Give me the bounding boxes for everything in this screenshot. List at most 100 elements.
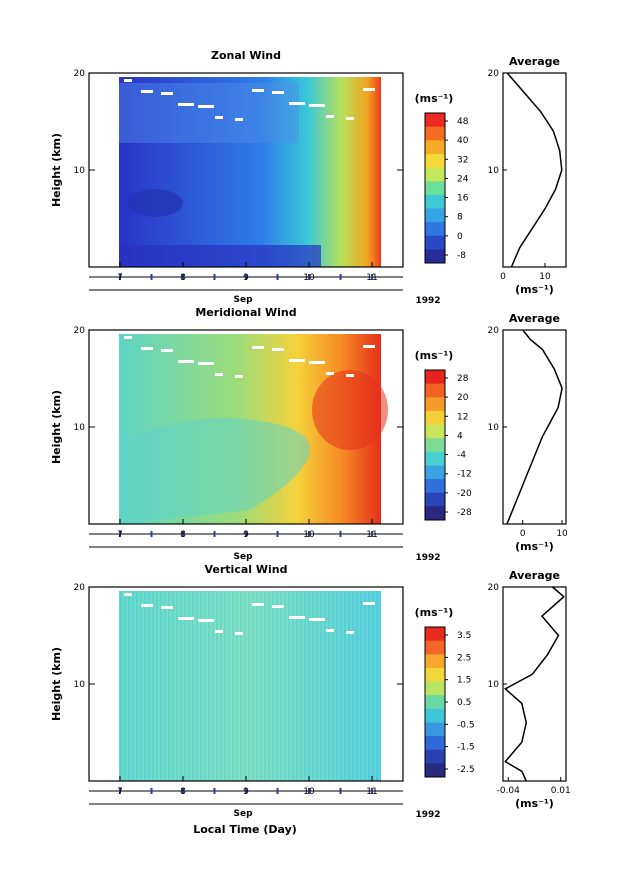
colorbar-label: 16 bbox=[457, 194, 469, 204]
panel-3: Vertical Wind 20 10 Height (km) 7 8 9 10 11 Sep 19… bbox=[50, 563, 571, 836]
panel-title: Meridional Wind bbox=[195, 306, 296, 319]
missing-data bbox=[309, 618, 325, 621]
x-axis-title: Local Time (Day) bbox=[193, 823, 297, 836]
year-label: 1992 bbox=[415, 553, 440, 563]
profile-y-tick-label: 10 bbox=[488, 680, 500, 690]
missing-data bbox=[124, 593, 132, 596]
profile-x-tick-label: 0 bbox=[520, 529, 526, 539]
colorbar-segment bbox=[425, 451, 445, 466]
profile-line bbox=[503, 586, 565, 782]
x-tick-label: 8 bbox=[180, 787, 186, 797]
missing-data bbox=[178, 617, 194, 620]
colorbar-label: 48 bbox=[457, 117, 469, 127]
colorbar-segment bbox=[425, 208, 445, 223]
colorbar-segment bbox=[425, 506, 445, 521]
colorbar-segment bbox=[425, 479, 445, 494]
colorbar-segment bbox=[425, 235, 445, 250]
profile-frame bbox=[502, 329, 567, 525]
profile-x-label: (ms⁻¹) bbox=[515, 540, 554, 553]
colorbar-label: -0.5 bbox=[457, 720, 475, 730]
colorbar-label: -4 bbox=[457, 451, 466, 461]
colorbar-frame bbox=[424, 369, 446, 521]
missing-data bbox=[346, 117, 354, 120]
x-tick-label: 7 bbox=[117, 530, 123, 540]
missing-data bbox=[363, 345, 375, 348]
profile-line bbox=[506, 329, 563, 525]
colorbar-segment bbox=[425, 140, 445, 155]
y-axis-label: Height (km) bbox=[50, 390, 63, 464]
colorbar-segment bbox=[425, 640, 445, 655]
profile-x-label: (ms⁻¹) bbox=[515, 283, 554, 296]
missing-data bbox=[346, 631, 354, 634]
missing-data bbox=[198, 105, 214, 108]
profile-y-tick-label: 20 bbox=[488, 583, 500, 593]
colorbar-unit: (ms⁻¹) bbox=[415, 349, 454, 362]
profile-y-tick-label: 20 bbox=[488, 69, 500, 79]
y-tick-label: 10 bbox=[74, 680, 86, 690]
panel-title: Zonal Wind bbox=[211, 49, 281, 62]
profile-x-tick-label: 10 bbox=[556, 529, 568, 539]
x-tick-label: 8 bbox=[180, 530, 186, 540]
x-tick-label: 11 bbox=[366, 530, 377, 540]
colorbar-segment bbox=[425, 627, 445, 642]
colorbar-unit: (ms⁻¹) bbox=[415, 92, 454, 105]
missing-data bbox=[289, 102, 305, 105]
field-band bbox=[119, 417, 311, 524]
colorbar-segment bbox=[425, 465, 445, 480]
colorbar-segment bbox=[425, 410, 445, 426]
panel-2: Meridional Wind 20 10 Height (km) 7 8 9 10 11 Sep… bbox=[50, 306, 568, 563]
x-tick-label: 10 bbox=[303, 530, 315, 540]
profile-x-label: (ms⁻¹) bbox=[515, 797, 554, 810]
y-tick-label: 20 bbox=[74, 326, 86, 336]
colorbar-segment bbox=[425, 249, 445, 264]
colorbar-label: 0 bbox=[457, 232, 463, 242]
profile-y-tick-label: 20 bbox=[488, 326, 500, 336]
colorbar-segment bbox=[425, 667, 445, 683]
profile-x-tick-label: 0 bbox=[500, 272, 506, 282]
colorbar-segment bbox=[425, 654, 445, 669]
colorbar-label: -28 bbox=[457, 508, 472, 518]
colorbar-segment bbox=[425, 126, 445, 141]
missing-data bbox=[161, 92, 173, 95]
y-axis-label: Height (km) bbox=[50, 133, 63, 207]
missing-data bbox=[215, 373, 223, 376]
colorbar-label: 24 bbox=[457, 174, 469, 184]
colorbar-segment bbox=[425, 424, 445, 439]
missing-data bbox=[272, 91, 284, 94]
colorbar-segment bbox=[425, 153, 445, 169]
colorbar-segment bbox=[425, 763, 445, 778]
month-label: Sep bbox=[233, 295, 253, 305]
missing-data bbox=[289, 359, 305, 362]
profile-title: Average bbox=[509, 312, 560, 325]
profile-y-tick-label: 10 bbox=[488, 423, 500, 433]
missing-data bbox=[235, 118, 243, 121]
field-heatmap bbox=[119, 77, 381, 267]
profile-line bbox=[506, 72, 563, 268]
colorbar-segment bbox=[425, 708, 445, 723]
missing-data bbox=[363, 602, 375, 605]
missing-data bbox=[178, 360, 194, 363]
missing-data bbox=[161, 606, 173, 609]
x-tick-label: 11 bbox=[366, 787, 377, 797]
colorbar-segment bbox=[425, 438, 445, 453]
colorbar-label: 20 bbox=[457, 393, 469, 403]
profile-y-tick-label: 10 bbox=[488, 166, 500, 176]
y-axis-label: Height (km) bbox=[50, 647, 63, 721]
missing-data bbox=[215, 116, 223, 119]
year-label: 1992 bbox=[415, 296, 440, 306]
x-tick-label: 9 bbox=[243, 273, 249, 283]
colorbar-frame bbox=[424, 112, 446, 264]
colorbar-segment bbox=[425, 695, 445, 710]
month-label: Sep bbox=[233, 552, 253, 562]
profile-frame bbox=[502, 586, 567, 782]
x-tick-label: 7 bbox=[117, 273, 123, 283]
colorbar-segment bbox=[425, 222, 445, 237]
colorbar-label: 12 bbox=[457, 412, 468, 422]
colorbar-segment bbox=[425, 736, 445, 751]
missing-data bbox=[235, 375, 243, 378]
missing-data bbox=[252, 346, 264, 349]
panel-1: Zonal Wind 20 10 Height (km) 7 8 9 10 11 Sep 1992 (… bbox=[50, 49, 567, 306]
colorbar-segment bbox=[425, 370, 445, 385]
colorbar-segment bbox=[425, 194, 445, 209]
colorbar-label: -12 bbox=[457, 470, 472, 480]
